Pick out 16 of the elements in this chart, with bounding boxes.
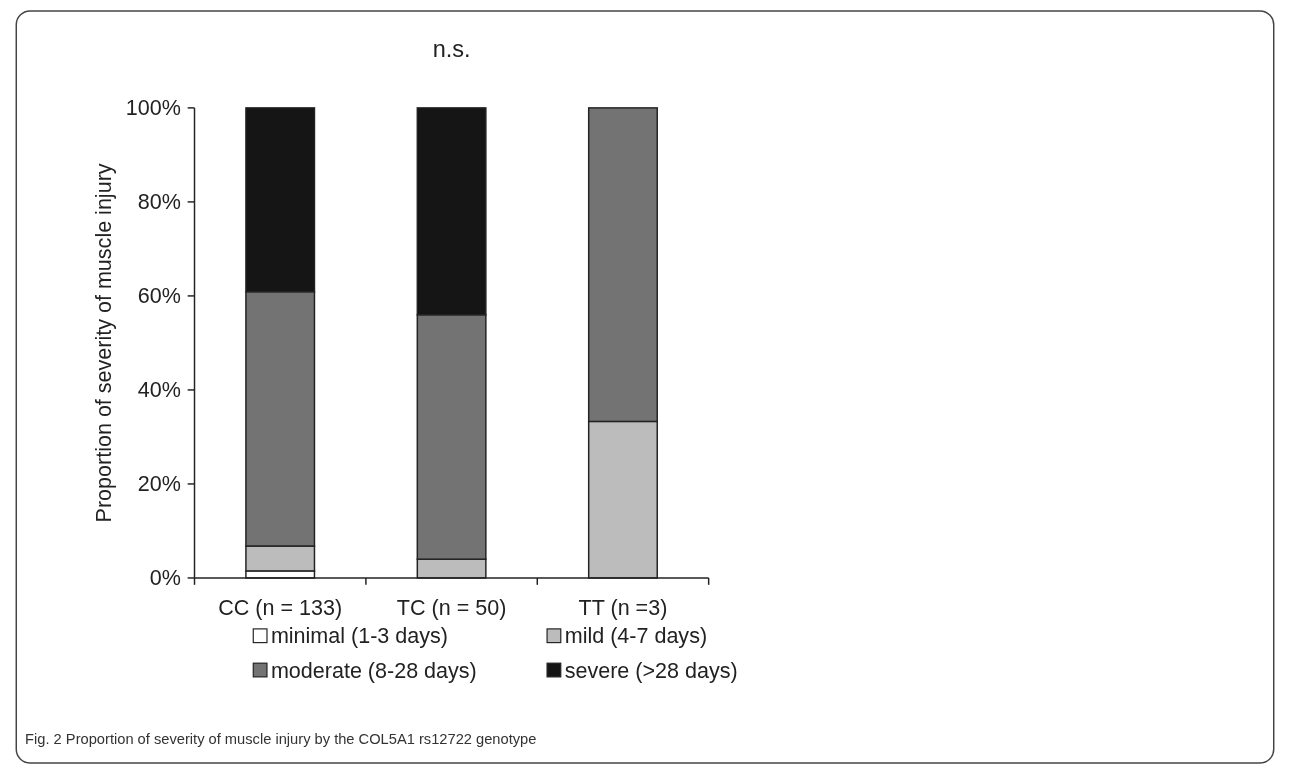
legend-label: mild (4-7 days) [564, 624, 708, 649]
y-tick-label: 80% [137, 190, 181, 215]
legend-label: minimal (1-3 days) [270, 624, 448, 649]
legend-label: moderate (8-28 days) [270, 658, 477, 683]
y-tick-label: 60% [137, 284, 181, 309]
text: n.s. [432, 35, 471, 62]
legend-label: severe (>28 days) [564, 658, 738, 683]
x-tick-label: CC (n = 133) [218, 596, 343, 621]
caption: Fig. 2 Proportion of severity of muscle injury by the COL5A1 rs12722 genotype [25, 731, 537, 748]
y-tick-label: 40% [137, 378, 181, 403]
y-tick-label: 100% [125, 96, 181, 121]
x-tick-label: TC (n = 50) [396, 596, 507, 621]
y-axis-title: Proportion of severity of muscle injury [92, 163, 117, 523]
y-tick-label: 0% [149, 566, 181, 591]
x-tick-label: TT (n =3) [578, 596, 668, 621]
y-tick-label: 20% [137, 472, 181, 497]
